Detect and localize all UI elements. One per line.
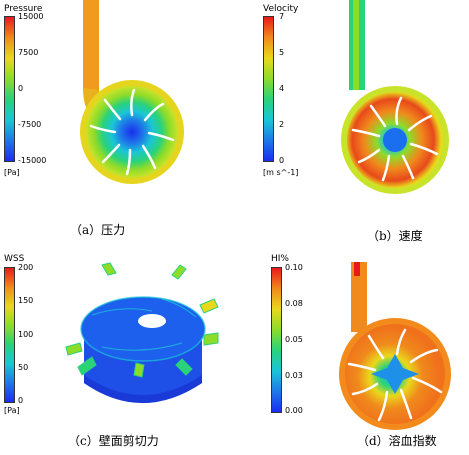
colorbar-tick: 100 [18,330,34,339]
pump-hemolysis-contour [339,262,451,430]
colorbar-tick: 0.03 [285,371,303,380]
colorbar-title: WSS [4,254,25,264]
pump-velocity-contour [341,0,449,194]
colorbar [271,267,282,413]
colorbar-tick: 50 [18,363,29,372]
impeller-wss-contour [65,262,219,403]
colorbar-unit: [Pa] [4,406,20,415]
colorbar [4,16,15,162]
colorbar-tick: 0 [279,156,285,165]
colorbar-tick: 15000 [18,12,44,21]
colorbar-tick: 4 [279,84,285,93]
colorbar-title: Velocity [263,4,299,14]
pump-pressure-contour [80,0,184,184]
caption-pressure: （a）压力 [70,223,126,237]
caption-hemolysis: （d）溶血指数 [357,434,437,448]
colorbar-title: Pressure [4,4,43,14]
colorbar-tick: 150 [18,296,34,305]
colorbar-tick: 2 [279,120,285,129]
panel-hemolysis: HI% 0.10 0.08 0.05 0.03 0.00 [235,240,469,455]
colorbar-tick: -15000 [18,156,47,165]
panel-wss: WSS 200 150 100 50 0 [Pa] （c）壁面剪切 [0,240,235,455]
panel-pressure: Pressure 15000 7500 0 -7500 -15000 [Pa] [0,0,235,240]
colorbar-tick: 200 [18,263,34,272]
colorbar-unit: [Pa] [4,168,20,177]
colorbar [4,267,15,403]
colorbar-tick: 0 [18,84,24,93]
colorbar-tick: 0 [18,396,24,405]
caption-velocity: （b）速度 [367,229,423,243]
colorbar-tick: -7500 [18,120,42,129]
colorbar-unit: [m s^-1] [263,168,299,177]
panel-velocity: Velocity 7 5 4 2 0 [m s^-1] [235,0,469,243]
colorbar-tick: 0.05 [285,335,303,344]
colorbar-title: HI% [271,254,289,264]
colorbar-tick: 0.08 [285,299,303,308]
colorbar-tick: 5 [279,48,285,57]
colorbar-tick: 7500 [18,48,39,57]
colorbar-tick: 0.10 [285,263,303,272]
colorbar-tick: 7 [279,12,285,21]
colorbar [263,16,274,162]
caption-wss: （c）壁面剪切力 [68,434,159,448]
colorbar-tick: 0.00 [285,406,303,415]
